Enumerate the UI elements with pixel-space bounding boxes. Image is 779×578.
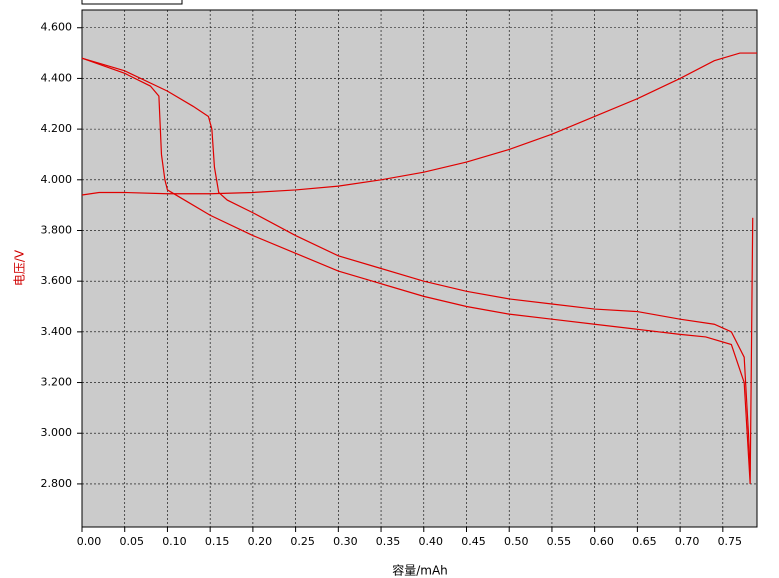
x-tick-label: 0.10 bbox=[162, 535, 187, 548]
y-tick-label: 2.800 bbox=[41, 477, 73, 490]
y-tick-label: 4.600 bbox=[41, 21, 73, 34]
x-tick-label: 0.15 bbox=[205, 535, 230, 548]
y-tick-label: 4.400 bbox=[41, 71, 73, 84]
x-tick-label: 0.60 bbox=[589, 535, 614, 548]
x-tick-label: 0.20 bbox=[248, 535, 273, 548]
x-tick-label: 0.30 bbox=[333, 535, 358, 548]
x-tick-label: 0.55 bbox=[547, 535, 572, 548]
x-tick-label: 0.40 bbox=[419, 535, 444, 548]
voltage-curve bbox=[81, 57, 754, 484]
voltage-curve bbox=[81, 52, 757, 196]
x-tick-label: 0.05 bbox=[119, 535, 144, 548]
x-tick-label: 0.45 bbox=[461, 535, 486, 548]
y-tick-label: 4.200 bbox=[41, 122, 73, 135]
x-tick-label: 0.65 bbox=[632, 535, 657, 548]
y-tick-label: 3.800 bbox=[41, 223, 73, 236]
x-tick-label: 0.50 bbox=[504, 535, 529, 548]
y-tick-label: 3.200 bbox=[41, 376, 73, 389]
y-tick-label: 4.000 bbox=[41, 173, 73, 186]
y-axis-label: 电压/V bbox=[13, 249, 27, 286]
x-tick-label: 0.70 bbox=[675, 535, 700, 548]
x-tick-label: 0.00 bbox=[77, 535, 102, 548]
voltage-curve bbox=[81, 57, 751, 472]
y-tick-label: 3.400 bbox=[41, 325, 73, 338]
y-tick-label: 3.600 bbox=[41, 274, 73, 287]
plot-area bbox=[81, 9, 758, 528]
x-tick-label: 0.75 bbox=[718, 535, 743, 548]
y-tick-label: 3.000 bbox=[41, 426, 73, 439]
readout-box bbox=[81, 0, 183, 5]
x-axis-label: 容量/mAh bbox=[392, 563, 448, 578]
x-tick-label: 0.35 bbox=[376, 535, 401, 548]
x-tick-label: 0.25 bbox=[290, 535, 315, 548]
